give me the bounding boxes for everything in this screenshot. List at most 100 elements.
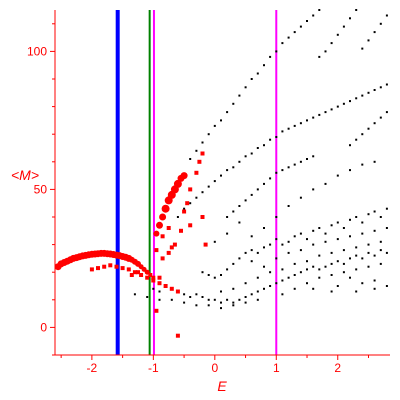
data-point [108,263,113,268]
x-axis-ticks: -2 -1 0 1 2 [60,355,369,375]
data-point [385,83,388,86]
data-point [361,94,364,97]
data-point [201,191,204,194]
data-point [232,166,235,169]
data-point [324,182,327,185]
data-point [306,20,308,22]
data-point [342,25,345,28]
data-point [139,273,144,277]
data-point [318,276,321,279]
data-point [336,260,339,263]
data-point [250,235,253,238]
data-point [293,287,296,290]
data-point [145,275,150,280]
data-point [342,227,345,229]
data-point [306,282,308,285]
data-point [244,86,247,89]
data-point [185,201,190,206]
data-point [379,116,382,119]
data-point [256,298,259,301]
data-point [355,246,358,249]
data-point [336,285,339,287]
data-point [312,243,315,246]
x-tick-label: 1 [273,361,280,375]
data-point [238,94,241,97]
data-point [287,240,290,243]
data-point [213,240,216,243]
data-point [293,235,296,238]
data-point [166,226,171,230]
data-point [342,262,345,265]
data-point [200,151,205,156]
data-point [293,124,296,127]
data-point [373,229,376,232]
data-point [312,265,315,268]
data-point [299,160,302,163]
data-point [154,308,159,313]
data-point [349,276,351,279]
data-point [379,249,382,252]
data-point [373,279,376,282]
data-point [318,268,321,271]
data-point [324,240,327,243]
data-point [172,242,177,247]
data-point [287,166,290,169]
data-point [154,248,159,253]
data-point [367,251,370,254]
data-point [244,155,247,158]
data-point [207,274,210,276]
data-point [306,119,308,122]
data-point [180,172,188,180]
data-point [263,182,265,185]
data-point [275,257,278,260]
data-point [220,301,222,304]
data-point [318,227,321,229]
data-point [213,180,216,183]
data-point [195,304,198,307]
data-point [194,170,199,175]
data-point [312,229,315,232]
data-point [250,193,253,196]
data-point [324,232,327,235]
data-point [293,262,296,265]
data-point [361,163,364,166]
data-point [361,282,364,285]
data-point [336,221,339,224]
data-point [195,293,198,296]
data-point [188,223,193,228]
data-point [336,33,339,36]
data-point [197,159,202,164]
data-point [293,274,296,276]
data-point [179,228,183,233]
data-point [367,91,370,94]
data-point [336,174,339,177]
data-point [213,298,216,301]
data-point [373,122,376,125]
data-point [361,47,364,50]
black-points-series [133,9,388,310]
data-point [306,260,308,263]
data-point [367,213,370,216]
data-point [232,210,235,213]
data-point [250,293,253,296]
data-point [299,271,302,274]
data-point [330,274,333,276]
data-point [342,249,345,252]
data-point [336,238,339,241]
data-point [349,218,351,221]
data-point [361,221,364,224]
data-point [189,202,192,205]
data-point [173,179,182,188]
data-point [349,17,351,20]
data-point [189,296,192,298]
data-point [287,36,290,39]
data-point [373,287,376,290]
data-point [157,281,162,286]
x-tick-label: 2 [334,361,341,375]
data-point [195,149,198,152]
data-point [355,216,358,218]
data-point [361,232,364,235]
data-point [361,133,364,136]
data-point [263,246,265,249]
